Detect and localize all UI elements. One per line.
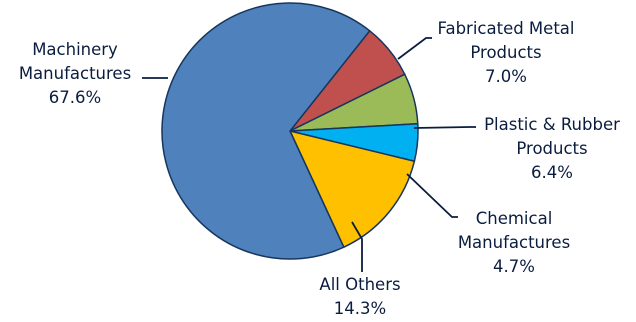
leader-line-all-others	[351, 221, 363, 272]
slice-name-label: Manufactures	[19, 64, 131, 83]
data-label-fabricated-metal-products: Fabricated Metal Products 7.0%	[437, 19, 574, 86]
pie-slice-all-others	[288, 129, 416, 249]
slice-name-label: Products	[516, 139, 587, 158]
slice-percent-label: 6.4%	[531, 163, 573, 182]
leader-line-chemical-manufactures	[406, 173, 458, 218]
slice-name-label: Machinery	[32, 40, 118, 59]
labels-layer: Fabricated Metal Products 7.0% Plastic & Ru…	[19, 19, 620, 318]
data-label-chemical-manufactures: Chemical Manufactures 4.7%	[458, 209, 570, 276]
slice-name-label: Manufactures	[458, 233, 570, 252]
slice-name-label: Chemical	[476, 209, 553, 228]
slice-percent-label: 4.7%	[493, 257, 535, 276]
leader-lines-layer	[142, 37, 476, 272]
slice-percent-label: 14.3%	[334, 299, 386, 318]
pie-slice-machinery-manufactures	[161, 2, 371, 260]
slice-name-label: Plastic & Rubber	[484, 115, 620, 134]
data-label-machinery-manufactures: Machinery Manufactures 67.6%	[19, 40, 131, 107]
slice-name-label: Fabricated Metal	[437, 19, 574, 38]
slices-layer	[161, 2, 419, 260]
leader-line-fabricated-metal-products	[397, 37, 432, 60]
data-label-all-others: All Others 14.3%	[319, 275, 400, 318]
leader-line-plastic-rubber-products	[413, 126, 476, 129]
slice-percent-label: 67.6%	[49, 88, 101, 107]
slice-percent-label: 7.0%	[485, 67, 527, 86]
data-label-plastic-rubber-products: Plastic & Rubber Products 6.4%	[484, 115, 620, 182]
slice-name-label: Products	[470, 43, 541, 62]
slice-name-label: All Others	[319, 275, 400, 294]
